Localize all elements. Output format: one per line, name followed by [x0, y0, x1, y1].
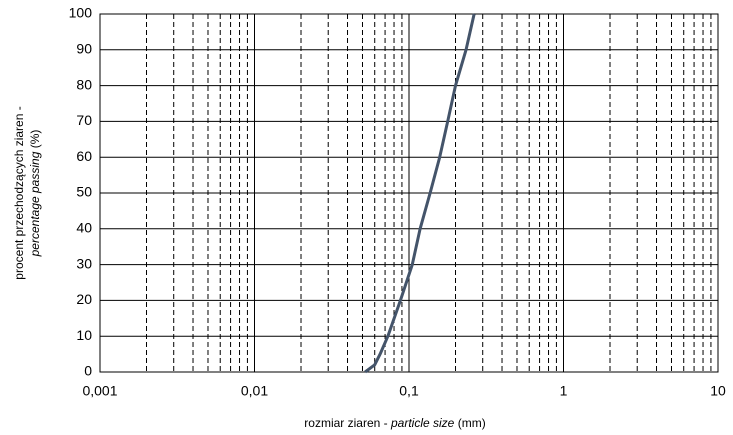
y-tick-label: 50 — [76, 184, 92, 200]
y-axis-label: procent przechodzących ziaren - percenta… — [12, 106, 42, 279]
x-tick-label: 0,1 — [399, 383, 419, 399]
x-label-italic: particle size — [390, 416, 455, 430]
y-tick-label: 0 — [84, 363, 92, 379]
plot-frame — [99, 13, 719, 373]
x-tick-label: 10 — [710, 383, 726, 399]
y-tick-label: 10 — [76, 327, 92, 343]
x-tick-label: 1 — [560, 383, 568, 399]
x-tick-label: 0,01 — [241, 383, 268, 399]
y-tick-label: 100 — [69, 5, 93, 21]
y-tick-label: 30 — [76, 255, 92, 271]
y-label-line1: procent przechodzących ziaren - — [12, 106, 26, 279]
y-label-line2: percentage passing (%) — [28, 130, 42, 258]
x-axis-label: rozmiar ziaren - particle size (mm) — [304, 416, 485, 430]
y-tick-label: 80 — [76, 76, 92, 92]
y-tick-label: 70 — [76, 112, 92, 128]
y-tick-label: 20 — [76, 291, 92, 307]
y-tick-label: 90 — [76, 41, 92, 57]
x-label-unit: (mm) — [458, 416, 486, 430]
y-tick-label: 60 — [76, 148, 92, 164]
data-line — [364, 13, 476, 374]
y-label-unit: (%) — [28, 130, 42, 149]
y-tick-label: 40 — [76, 220, 92, 236]
x-label-text: rozmiar ziaren - — [304, 416, 387, 430]
x-tick-label: 0,001 — [82, 383, 117, 399]
y-label-italic: percentage passing — [28, 151, 42, 257]
